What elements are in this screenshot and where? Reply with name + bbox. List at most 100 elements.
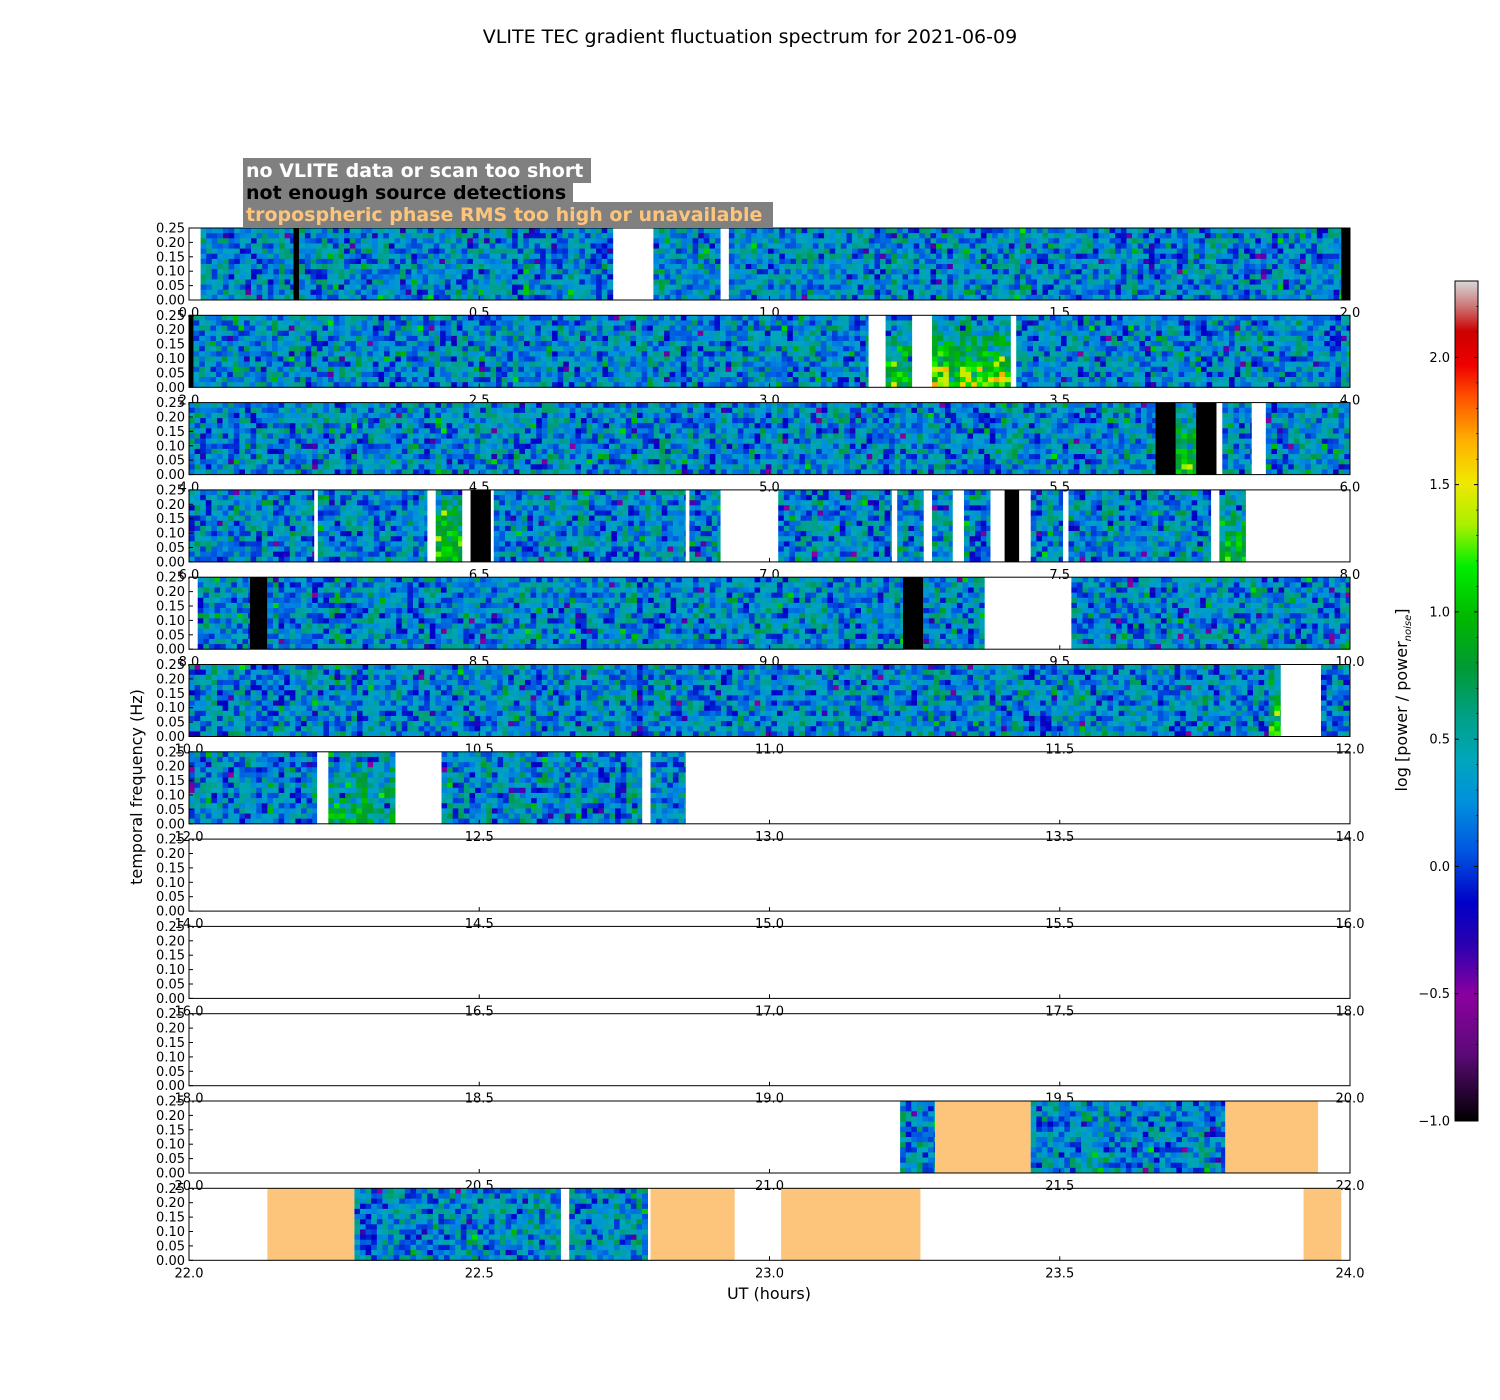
panel-4: 0.000.050.100.150.200.258.0 8.5 9.0 9.5 10.0 — [156, 571, 1364, 671]
nodetect-segment — [903, 577, 924, 650]
y-tick-label: 0.05 — [156, 1065, 185, 1080]
spectrum-segment — [963, 489, 991, 563]
spectrum-segment — [778, 489, 892, 563]
spectrum-segment — [1071, 577, 1351, 650]
y-tick-label: 0.20 — [156, 847, 185, 862]
y-tick-label: 0.20 — [156, 1022, 185, 1037]
spectrum-segment — [435, 489, 463, 563]
nodetect-segment — [189, 315, 194, 388]
nodetect-segment — [1196, 402, 1217, 475]
spectrum-segment — [317, 489, 428, 563]
y-tick-label: 0.00 — [156, 905, 185, 920]
y-tick-label: 0.00 — [156, 992, 185, 1007]
panel-frame — [188, 838, 1351, 912]
y-tick-label: 0.10 — [156, 876, 185, 891]
x-tick-label: 18.5 — [465, 1092, 494, 1107]
spectrum-segment — [932, 489, 953, 563]
trop-flag-segment — [934, 1101, 1031, 1173]
x-tick-label: 14.5 — [465, 917, 494, 932]
x-tick-label: 15.5 — [1045, 917, 1074, 932]
y-tick-label: 0.15 — [156, 338, 185, 353]
x-tick-label: 11.5 — [1045, 743, 1074, 758]
panel-11: 0.000.050.100.150.200.25 22.0 22.5 23.0 23.5… — [156, 1182, 1364, 1282]
y-tick-label: 0.15 — [156, 774, 185, 789]
spectrum-segment — [569, 1188, 648, 1261]
colorbar: −1.0 −0.5 0.0 0.5 1.0 1.5 2.0 log [power / powe… — [1392, 280, 1479, 1130]
y-tick-label: 0.20 — [156, 934, 185, 949]
spectrum-segment — [1320, 664, 1351, 737]
x-tick-label: 18.0 — [1336, 1004, 1365, 1019]
y-tick-label: 0.05 — [156, 1239, 185, 1254]
spectrum-segment — [299, 228, 614, 301]
nodetect-segment — [1004, 489, 1020, 562]
legend-text-nodata: no VLITE data or scan too short — [246, 160, 583, 182]
colorbar-tick-label: 0.5 — [1429, 733, 1450, 748]
x-tick-label: 13.0 — [755, 830, 784, 845]
y-tick-label: 0.05 — [156, 279, 185, 294]
nodetect-segment — [249, 577, 268, 650]
spectrum-segment — [441, 751, 643, 825]
y-tick-label: 0.25 — [156, 309, 185, 324]
y-tick-label: 0.05 — [156, 541, 185, 556]
colorbar-tick-label: −1.0 — [1418, 1115, 1450, 1130]
legend-box-nodetect — [243, 180, 573, 205]
nodetect-segment — [470, 489, 491, 562]
y-tick-label: 0.10 — [156, 265, 185, 280]
y-tick-label: 0.00 — [156, 730, 185, 745]
y-tick-label: 0.10 — [156, 789, 185, 804]
legend-text-nodetect: not enough source detections — [246, 182, 566, 204]
chart-title: VLITE TEC gradient fluctuation spectrum … — [483, 26, 1017, 48]
y-tick-label: 0.20 — [156, 411, 185, 426]
y-tick-label: 0.00 — [156, 1079, 185, 1094]
x-tick-label: 7.5 — [1049, 568, 1070, 583]
panel-0: 0.000.050.100.150.200.250.0 0.5 1.0 1.5 2.0 — [156, 222, 1360, 322]
y-tick-label: 0.00 — [156, 1254, 185, 1269]
x-tick-label: 14.0 — [1336, 830, 1365, 845]
y-tick-label: 0.05 — [156, 628, 185, 643]
spectrum-segment — [923, 577, 985, 650]
x-tick-label: 17.0 — [755, 1004, 784, 1019]
spectrum-segment — [189, 751, 318, 825]
spectrum-segment — [1222, 402, 1252, 475]
y-tick-label: 0.15 — [156, 1123, 185, 1138]
y-tick-label: 0.10 — [156, 614, 185, 629]
y-tick-label: 0.05 — [156, 890, 185, 905]
y-tick-label: 0.00 — [156, 555, 185, 570]
y-tick-label: 0.05 — [156, 366, 185, 381]
spectrum-segment — [189, 489, 315, 563]
y-tick-label: 0.25 — [156, 571, 185, 586]
colorbar-tick-label: 1.0 — [1429, 605, 1450, 620]
panel-frame — [188, 925, 1351, 999]
panel-frame — [188, 1013, 1351, 1087]
spectrum-segment — [189, 402, 1156, 475]
y-tick-label: 0.20 — [156, 672, 185, 687]
spectrum-segment — [1175, 402, 1197, 475]
y-tick-label: 0.25 — [156, 1095, 185, 1110]
colorbar-gradient — [1454, 280, 1479, 1122]
spectrum-segment — [1030, 489, 1064, 563]
y-tick-label: 0.25 — [156, 920, 185, 935]
x-tick-label: 13.5 — [1045, 830, 1074, 845]
y-tick-label: 0.05 — [156, 978, 185, 993]
y-tick-label: 0.25 — [156, 222, 185, 237]
trop-flag-segment — [1225, 1101, 1319, 1173]
y-tick-label: 0.20 — [156, 1109, 185, 1124]
y-tick-label: 0.20 — [156, 498, 185, 513]
nodetect-segment — [1341, 228, 1350, 300]
y-tick-label: 0.05 — [156, 454, 185, 469]
y-tick-label: 0.25 — [156, 745, 185, 760]
spectrum-segment — [1030, 1101, 1226, 1174]
trop-flag-segment — [650, 1188, 735, 1261]
x-axis-label: UT (hours) — [727, 1284, 811, 1303]
legend-text-trop: tropospheric phase RMS too high or unava… — [246, 204, 762, 226]
y-tick-label: 0.05 — [156, 716, 185, 731]
y-tick-label: 0.10 — [156, 1138, 185, 1153]
y-axis-label: temporal frequency (Hz) — [127, 689, 146, 885]
nodetect-segment — [293, 228, 300, 300]
x-tick-label: 21.5 — [1045, 1179, 1074, 1194]
x-tick-label: 16.0 — [1336, 917, 1365, 932]
